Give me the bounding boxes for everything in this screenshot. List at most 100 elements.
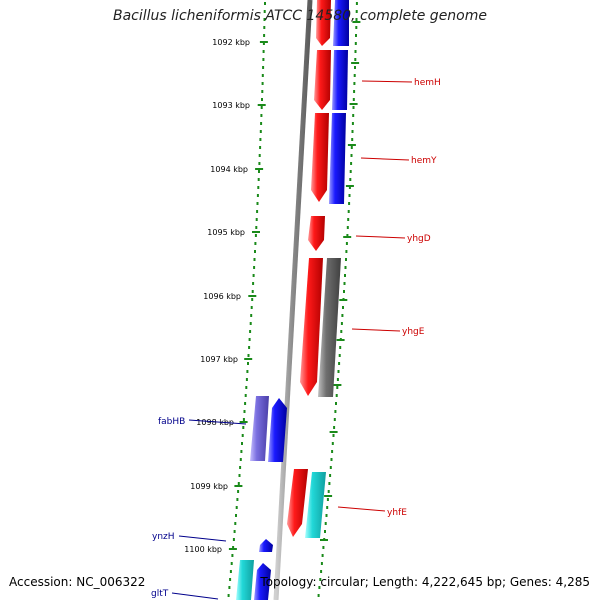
gltT-leader [171, 592, 219, 600]
scale-tick-minor [245, 386, 248, 389]
gene-label-lines [171, 80, 413, 600]
scale-tick-minor [355, 10, 358, 13]
scale-tick-minor [264, 2, 266, 5]
scale-tick-minor [259, 146, 262, 149]
scale-tick-minor [240, 450, 243, 453]
scale-tick-minor [262, 50, 265, 53]
scale-tick-minor [347, 210, 350, 213]
scale-label: 1092 kbp [212, 38, 250, 47]
scale-tick-minor [354, 66, 356, 69]
gene-arrow-ynzH[interactable] [259, 539, 273, 552]
scale-tick-major [239, 421, 248, 423]
scale-tick-minor [352, 114, 355, 117]
scale-tick-minor [354, 42, 357, 45]
gene-arrow-gltT-cyan[interactable] [236, 560, 254, 600]
scale-tick-minor [229, 570, 232, 573]
gene-arrow[interactable] [333, 0, 349, 46]
gene-label-hemY[interactable]: hemY [411, 156, 437, 166]
scale-tick-minor [351, 138, 354, 141]
scale-tick-minor [317, 594, 320, 597]
scale-tick-minor [352, 106, 355, 109]
gene-arrow-gltT-blue[interactable] [254, 563, 271, 600]
scale-tick-major [228, 548, 237, 550]
gene-arrow[interactable] [316, 0, 331, 46]
gene-arrow-hemY-blue[interactable] [329, 113, 346, 204]
scale-label: 1099 kbp [190, 482, 228, 491]
scale-tick-minor [260, 122, 263, 125]
scale-tick-minor [262, 66, 265, 69]
genome-title: Bacillus licheniformis ATCC 14580, compl… [113, 8, 487, 24]
scale-tick-minor [324, 522, 327, 525]
gene-arrow-yhgE-red[interactable] [300, 258, 323, 396]
scale-tick-minor [350, 162, 353, 165]
scale-tick-minor [263, 18, 266, 21]
scale-tick-minor [329, 474, 332, 477]
gene-arrow-yhfE-cyan[interactable] [305, 472, 326, 538]
scale-tick-minor [230, 562, 233, 565]
scale-tick-minor [355, 18, 358, 21]
scale-tick-major [252, 231, 260, 233]
gene-arrow-fabHB[interactable] [250, 396, 269, 461]
scale-tick-minor [262, 58, 265, 61]
scale-tick-minor [244, 402, 247, 405]
gene-label-yhfE[interactable]: yhfE [387, 508, 407, 518]
scale-tick-minor [346, 226, 349, 229]
scale-tick-major [339, 299, 348, 301]
scale-tick-minor [237, 490, 240, 493]
gene-label-yhgE[interactable]: yhgE [402, 327, 425, 337]
scale-tick-minor [333, 418, 336, 421]
scale-tick-minor [352, 98, 355, 101]
hemH-leader [361, 80, 413, 83]
gene-arrow-yhfE-red[interactable] [287, 469, 308, 537]
scale-tick-minor [345, 258, 347, 261]
scale-tick-minor [262, 42, 265, 45]
scale-tick-minor [350, 146, 353, 149]
scale-tick-minor [338, 354, 341, 357]
gene-arrow-hemH-blue[interactable] [332, 50, 348, 110]
scale-tick-minor [253, 266, 256, 269]
scale-tick-minor [245, 378, 248, 381]
scale-tick-minor [263, 34, 266, 37]
gene-arrow-fabHB-blue[interactable] [268, 398, 287, 462]
scale-tick-major [259, 41, 268, 43]
scale-tick-minor [248, 338, 251, 341]
scale-tick-minor [334, 410, 337, 413]
gene-label-ynzH[interactable]: ynzH [152, 532, 175, 542]
genome-summary-text: Topology: circular; Length: 4,222,645 bp… [260, 575, 590, 589]
scale-tick-major [349, 103, 358, 105]
scale-tick-minor [261, 82, 264, 85]
scale-tick-minor [341, 314, 344, 317]
gene-label-hemH[interactable]: hemH [414, 78, 441, 88]
scale-tick-minor [261, 98, 263, 101]
scale-tick-minor [243, 410, 246, 413]
scale-tick-major [255, 168, 264, 170]
scale-tick-minor [251, 298, 254, 301]
scale-tick-minor [260, 114, 263, 117]
scale-tick-major [257, 104, 266, 106]
gene-label-fabHB[interactable]: fabHB [158, 417, 185, 427]
scale-tick-minor [345, 250, 348, 253]
gene-arrow-hemY[interactable] [311, 113, 329, 202]
ynzH-leader [178, 535, 227, 542]
gene-arrow-hemH[interactable] [314, 50, 331, 110]
scale-tick-minor [320, 562, 323, 565]
gene-arrow-yhgE-gray[interactable] [318, 258, 341, 397]
scale-tick-minor [256, 210, 259, 213]
gene-label-yhgD[interactable]: yhgD [407, 234, 431, 244]
scale-tick-minor [318, 586, 321, 589]
scale-tick-minor [355, 26, 358, 29]
scale-tick-minor [248, 346, 251, 349]
scale-tick-minor [257, 186, 260, 189]
genome-backbone [273, 0, 313, 601]
scale-tick-minor [344, 266, 347, 269]
scale-label: 1097 kbp [200, 355, 238, 364]
scale-tick-minor [241, 442, 243, 445]
gene-arrow-yhgD[interactable] [308, 216, 325, 251]
gene-label-gltT[interactable]: gltT [151, 589, 169, 599]
scale-tick-minor [250, 306, 253, 309]
scale-tick-minor [345, 242, 348, 245]
scale-tick-major [351, 62, 360, 64]
scale-tick-minor [232, 546, 235, 549]
scale-tick-minor [231, 554, 234, 557]
